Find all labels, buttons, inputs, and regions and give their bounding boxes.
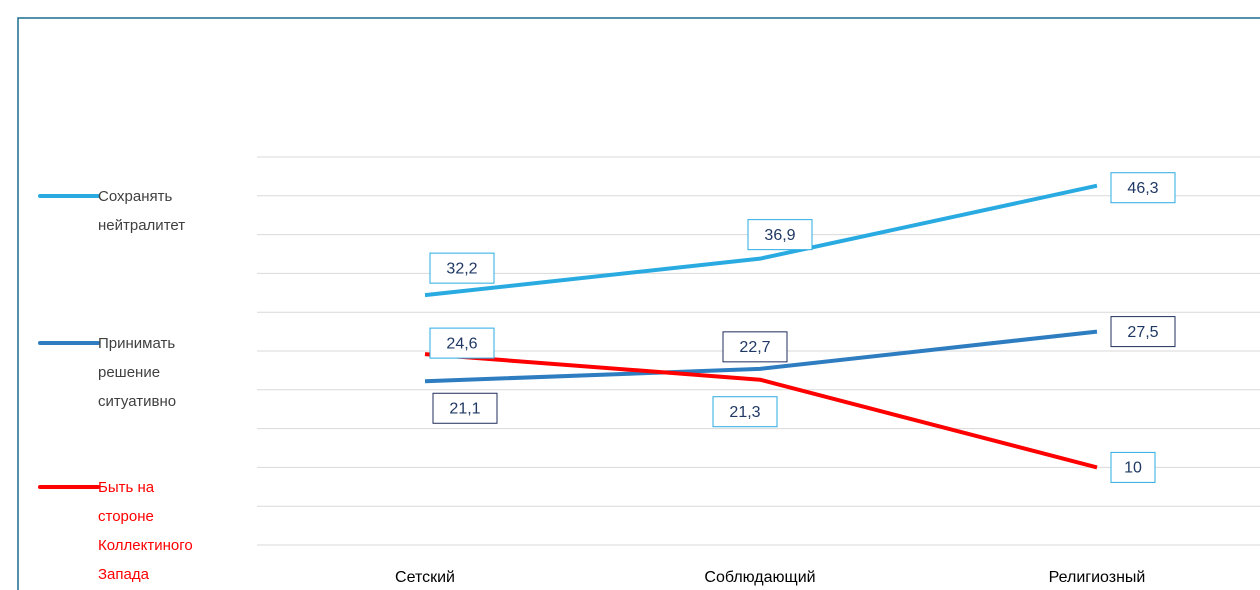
data-label: 36,9 <box>764 227 795 244</box>
data-label-box <box>429 327 495 359</box>
data-label: 27,5 <box>1127 324 1158 341</box>
series-line <box>424 352 1098 470</box>
data-label: 22,7 <box>739 339 770 356</box>
legend-label: Сохранять нейтралитет <box>98 187 186 234</box>
data-label-box <box>722 331 788 363</box>
data-label: 10 <box>1124 460 1142 477</box>
series-line <box>424 183 1098 298</box>
data-label: 46,3 <box>1127 180 1158 197</box>
data-label: 32,2 <box>446 260 477 277</box>
x-tick-label: Религиозный <box>1049 569 1146 586</box>
data-label-box <box>747 219 813 251</box>
data-label: 21,3 <box>729 404 760 421</box>
data-label-box <box>1110 451 1156 483</box>
series-line <box>424 329 1098 384</box>
data-label-box <box>1110 172 1176 204</box>
legend-label: Быть на стороне Коллектиного Запада <box>98 478 193 583</box>
data-label-box <box>432 392 498 424</box>
data-label-box <box>1110 316 1176 348</box>
x-tick-label: Сетский <box>395 569 455 586</box>
data-label: 24,6 <box>446 335 477 352</box>
x-tick-label: Соблюдающий <box>704 569 815 586</box>
data-label-box <box>429 252 495 284</box>
data-label-box <box>712 396 778 428</box>
frame <box>17 17 1260 590</box>
legend-label: Принимать решение ситуативно <box>98 334 177 410</box>
data-label: 21,1 <box>449 400 480 417</box>
